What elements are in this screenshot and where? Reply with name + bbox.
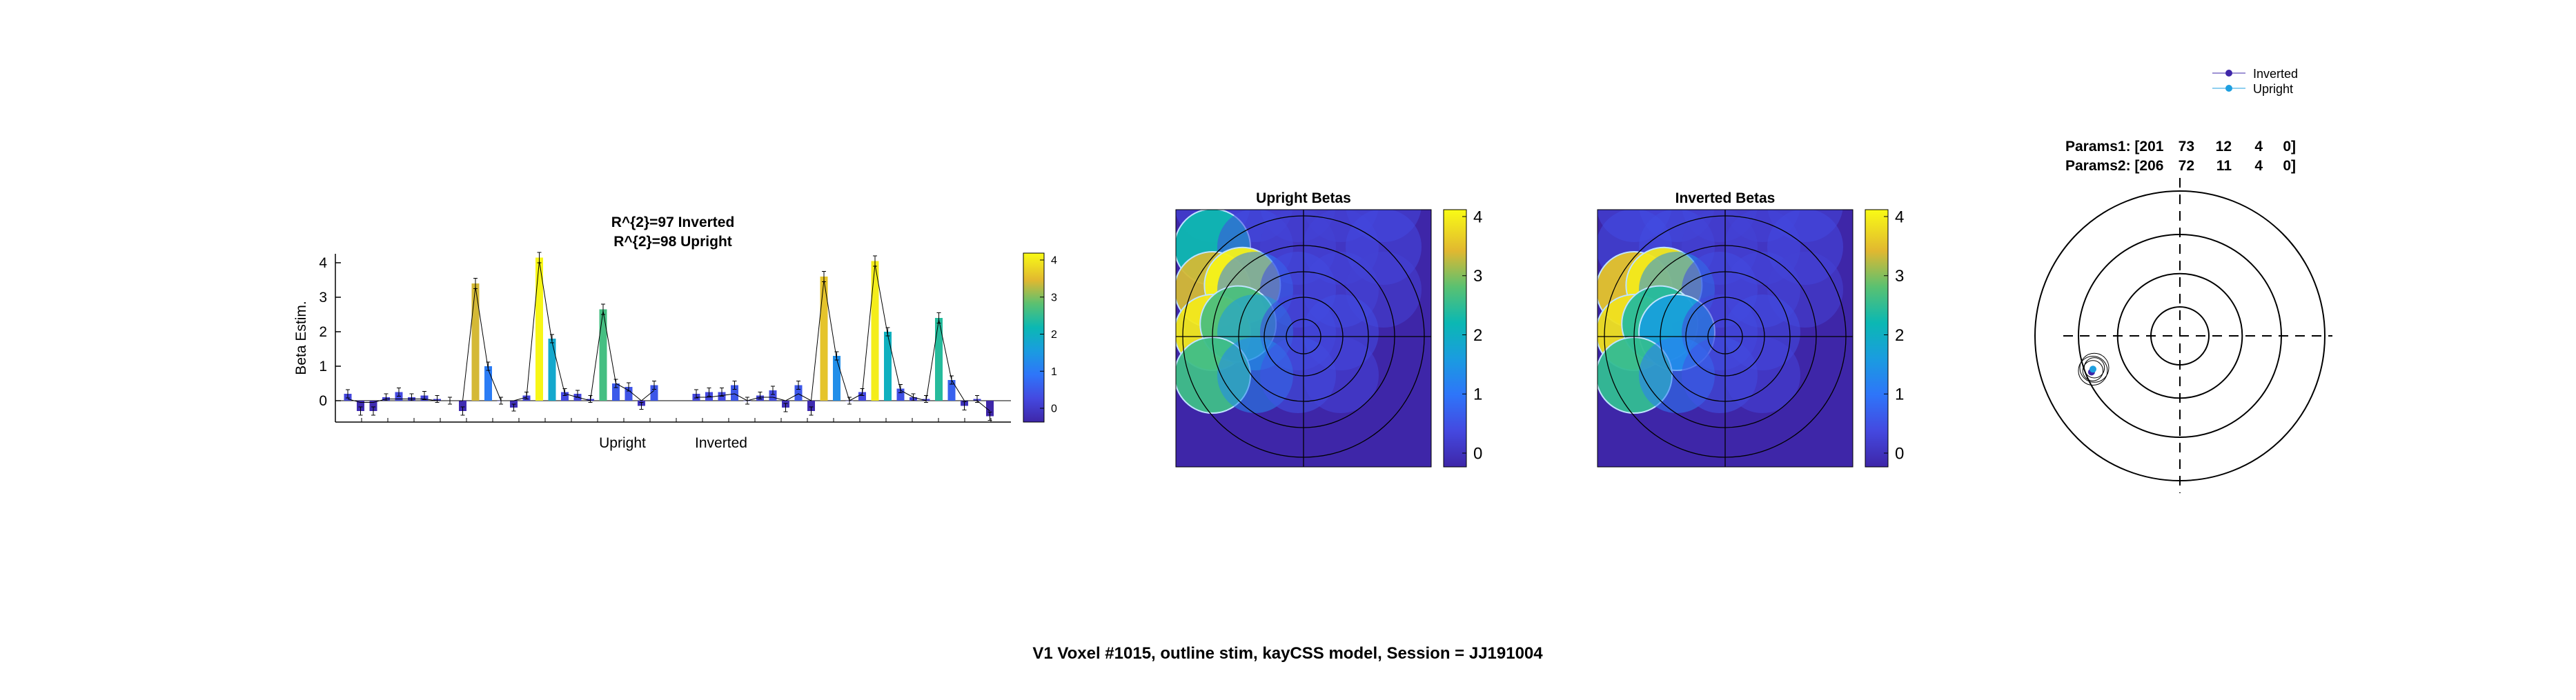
upright-colorbar-ticks: 4 3 2 1 0 [1462,208,1482,463]
colorbar-tick-label: 1 [1895,386,1904,404]
inverted-betas-panel: Inverted Betas 4 3 2 1 0 [1597,190,1904,468]
bar-y-tick-label: 1 [319,359,327,374]
bar [369,401,377,411]
colorbar-tick-label: 1 [1051,366,1057,378]
bar-panel: R^{2}=97 Inverted R^{2}=98 Upright 01234… [293,214,1057,451]
bar [794,385,803,401]
bar [625,387,633,401]
bar [807,401,815,411]
prf-center-upright [2090,366,2096,373]
bar [612,383,620,401]
bar [820,277,828,401]
inverted-betas-disks [1597,210,1843,414]
colorbar-tick-label: 0 [1895,444,1904,463]
bar [548,339,556,401]
params2-value: 11 [2216,158,2232,174]
bar [769,390,777,401]
bar [871,261,879,401]
model-fit-line [347,261,655,403]
group-label-upright: Upright [599,435,646,451]
rf-outline [2083,357,2105,379]
upright-betas-polar-grid [1176,210,1431,467]
inverted-colorbar [1865,209,1889,468]
inverted-betas-frame [1597,209,1854,468]
inverted-betas-polar-grid [1597,210,1853,467]
bar [833,356,840,401]
colorbar-tick-label: 4 [1051,255,1057,267]
bar [599,309,607,401]
beta-disk [1303,337,1379,413]
legend-label-inverted: Inverted [2253,67,2298,81]
params1-label: Params1: [201 [2065,139,2164,154]
bar-y-tick-label: 0 [319,393,327,409]
colorbar-tick-label: 4 [1895,208,1904,226]
colorbar-tick-label: 3 [1895,267,1904,286]
params2-label: Params2: [206 [2065,158,2163,174]
bar [947,380,956,401]
colorbar-tick-label: 3 [1051,292,1057,303]
beta-disk [1724,337,1800,413]
bar [650,385,658,401]
bar-colorbar-ticks: 4 3 2 1 0 [1040,255,1057,415]
params2-value: 72 [2179,158,2194,174]
params1-value: 4 [2254,139,2263,154]
bar [561,392,569,401]
bar [884,332,892,401]
rf-outline [2079,352,2110,383]
bar-y-ticks: 0 1 2 3 4 [319,255,341,409]
bar [357,401,364,411]
inverted-betas-title: Inverted Betas [1675,190,1776,206]
prf-panel: Inverted Upright Params1: [201 73 12 4 0… [2034,67,2332,493]
figure-suptitle: V1 Voxel #1015, outline stim, kayCSS mod… [1032,644,1543,663]
bar-y-tick-label: 2 [319,324,327,340]
group-label-inverted: Inverted [695,435,747,451]
legend-marker-inverted [2225,70,2232,77]
upright-betas-disks [1176,210,1422,414]
upright-betas-frame [1175,209,1432,468]
colorbar-tick-label: 2 [1895,326,1904,345]
inverted-colorbar-ticks: 4 3 2 1 0 [1884,208,1904,463]
bar [935,318,943,401]
prf-points [2078,352,2110,386]
bar [731,385,738,401]
rf-outline [2078,356,2108,386]
colorbar-tick-label: 3 [1473,267,1482,286]
bar-y-tick-label: 4 [319,255,327,271]
bar-title-line-2: R^{2}=98 Upright [613,234,732,250]
params1-value: 73 [2179,139,2194,154]
bar-colorbar [1023,252,1045,423]
colorbar-tick-label: 2 [1473,326,1482,345]
bar-marks [335,252,994,422]
bar [535,257,543,401]
upright-betas-title: Upright Betas [1256,190,1351,206]
params2-value: 0] [2283,158,2296,174]
params-line-1: Params1: [201 73 12 4 0] [2065,139,2296,154]
params-line-2: Params2: [206 72 11 4 0] [2065,158,2296,174]
colorbar-tick-label: 0 [1051,403,1057,415]
upright-betas-panel: Upright Betas 4 3 2 1 0 [1175,190,1482,468]
bar [484,366,492,401]
bar-title-line-1: R^{2}=97 Inverted [611,214,735,230]
bar-y-label: Beta Estim. [293,301,309,374]
params1-value: 0] [2283,139,2296,154]
bar [896,388,905,401]
bar [471,283,480,401]
colorbar-tick-label: 0 [1473,444,1482,463]
bar-y-tick-label: 3 [319,290,327,306]
colorbar-tick-label: 4 [1473,208,1482,226]
prf-legend: Inverted Upright [2212,67,2298,96]
legend-label-upright: Upright [2253,82,2293,96]
colorbar-tick-label: 1 [1473,386,1482,404]
upright-colorbar [1443,209,1467,468]
colorbar-tick-label: 2 [1051,329,1057,341]
params2-value: 4 [2254,158,2263,174]
legend-marker-upright [2225,85,2232,92]
bar [459,401,466,411]
params1-value: 12 [2216,139,2232,154]
bar [986,401,994,417]
bar [858,392,866,401]
rf-outline [2082,360,2104,381]
model-fit-line [696,264,990,412]
